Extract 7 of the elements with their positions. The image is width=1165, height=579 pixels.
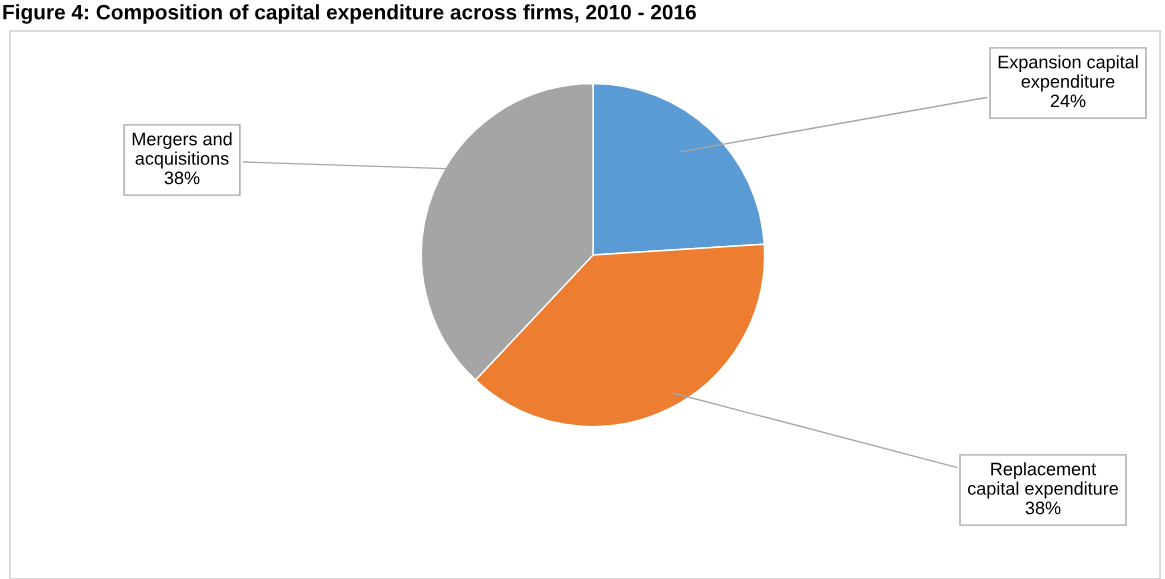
slice-label: Expansion capital expenditure [998, 55, 1138, 92]
data-label: 24% [1050, 94, 1086, 108]
chart-title: Figure 4: Composition of capital expenditure across firms, 2010 - 2016 [3, 4, 696, 24]
slice-label: Mergers and acquisitions [132, 132, 232, 169]
slice-label: Replacement capital expenditure [967, 462, 1118, 499]
data-label: 38% [164, 171, 200, 185]
data-label: 38% [1025, 501, 1061, 515]
